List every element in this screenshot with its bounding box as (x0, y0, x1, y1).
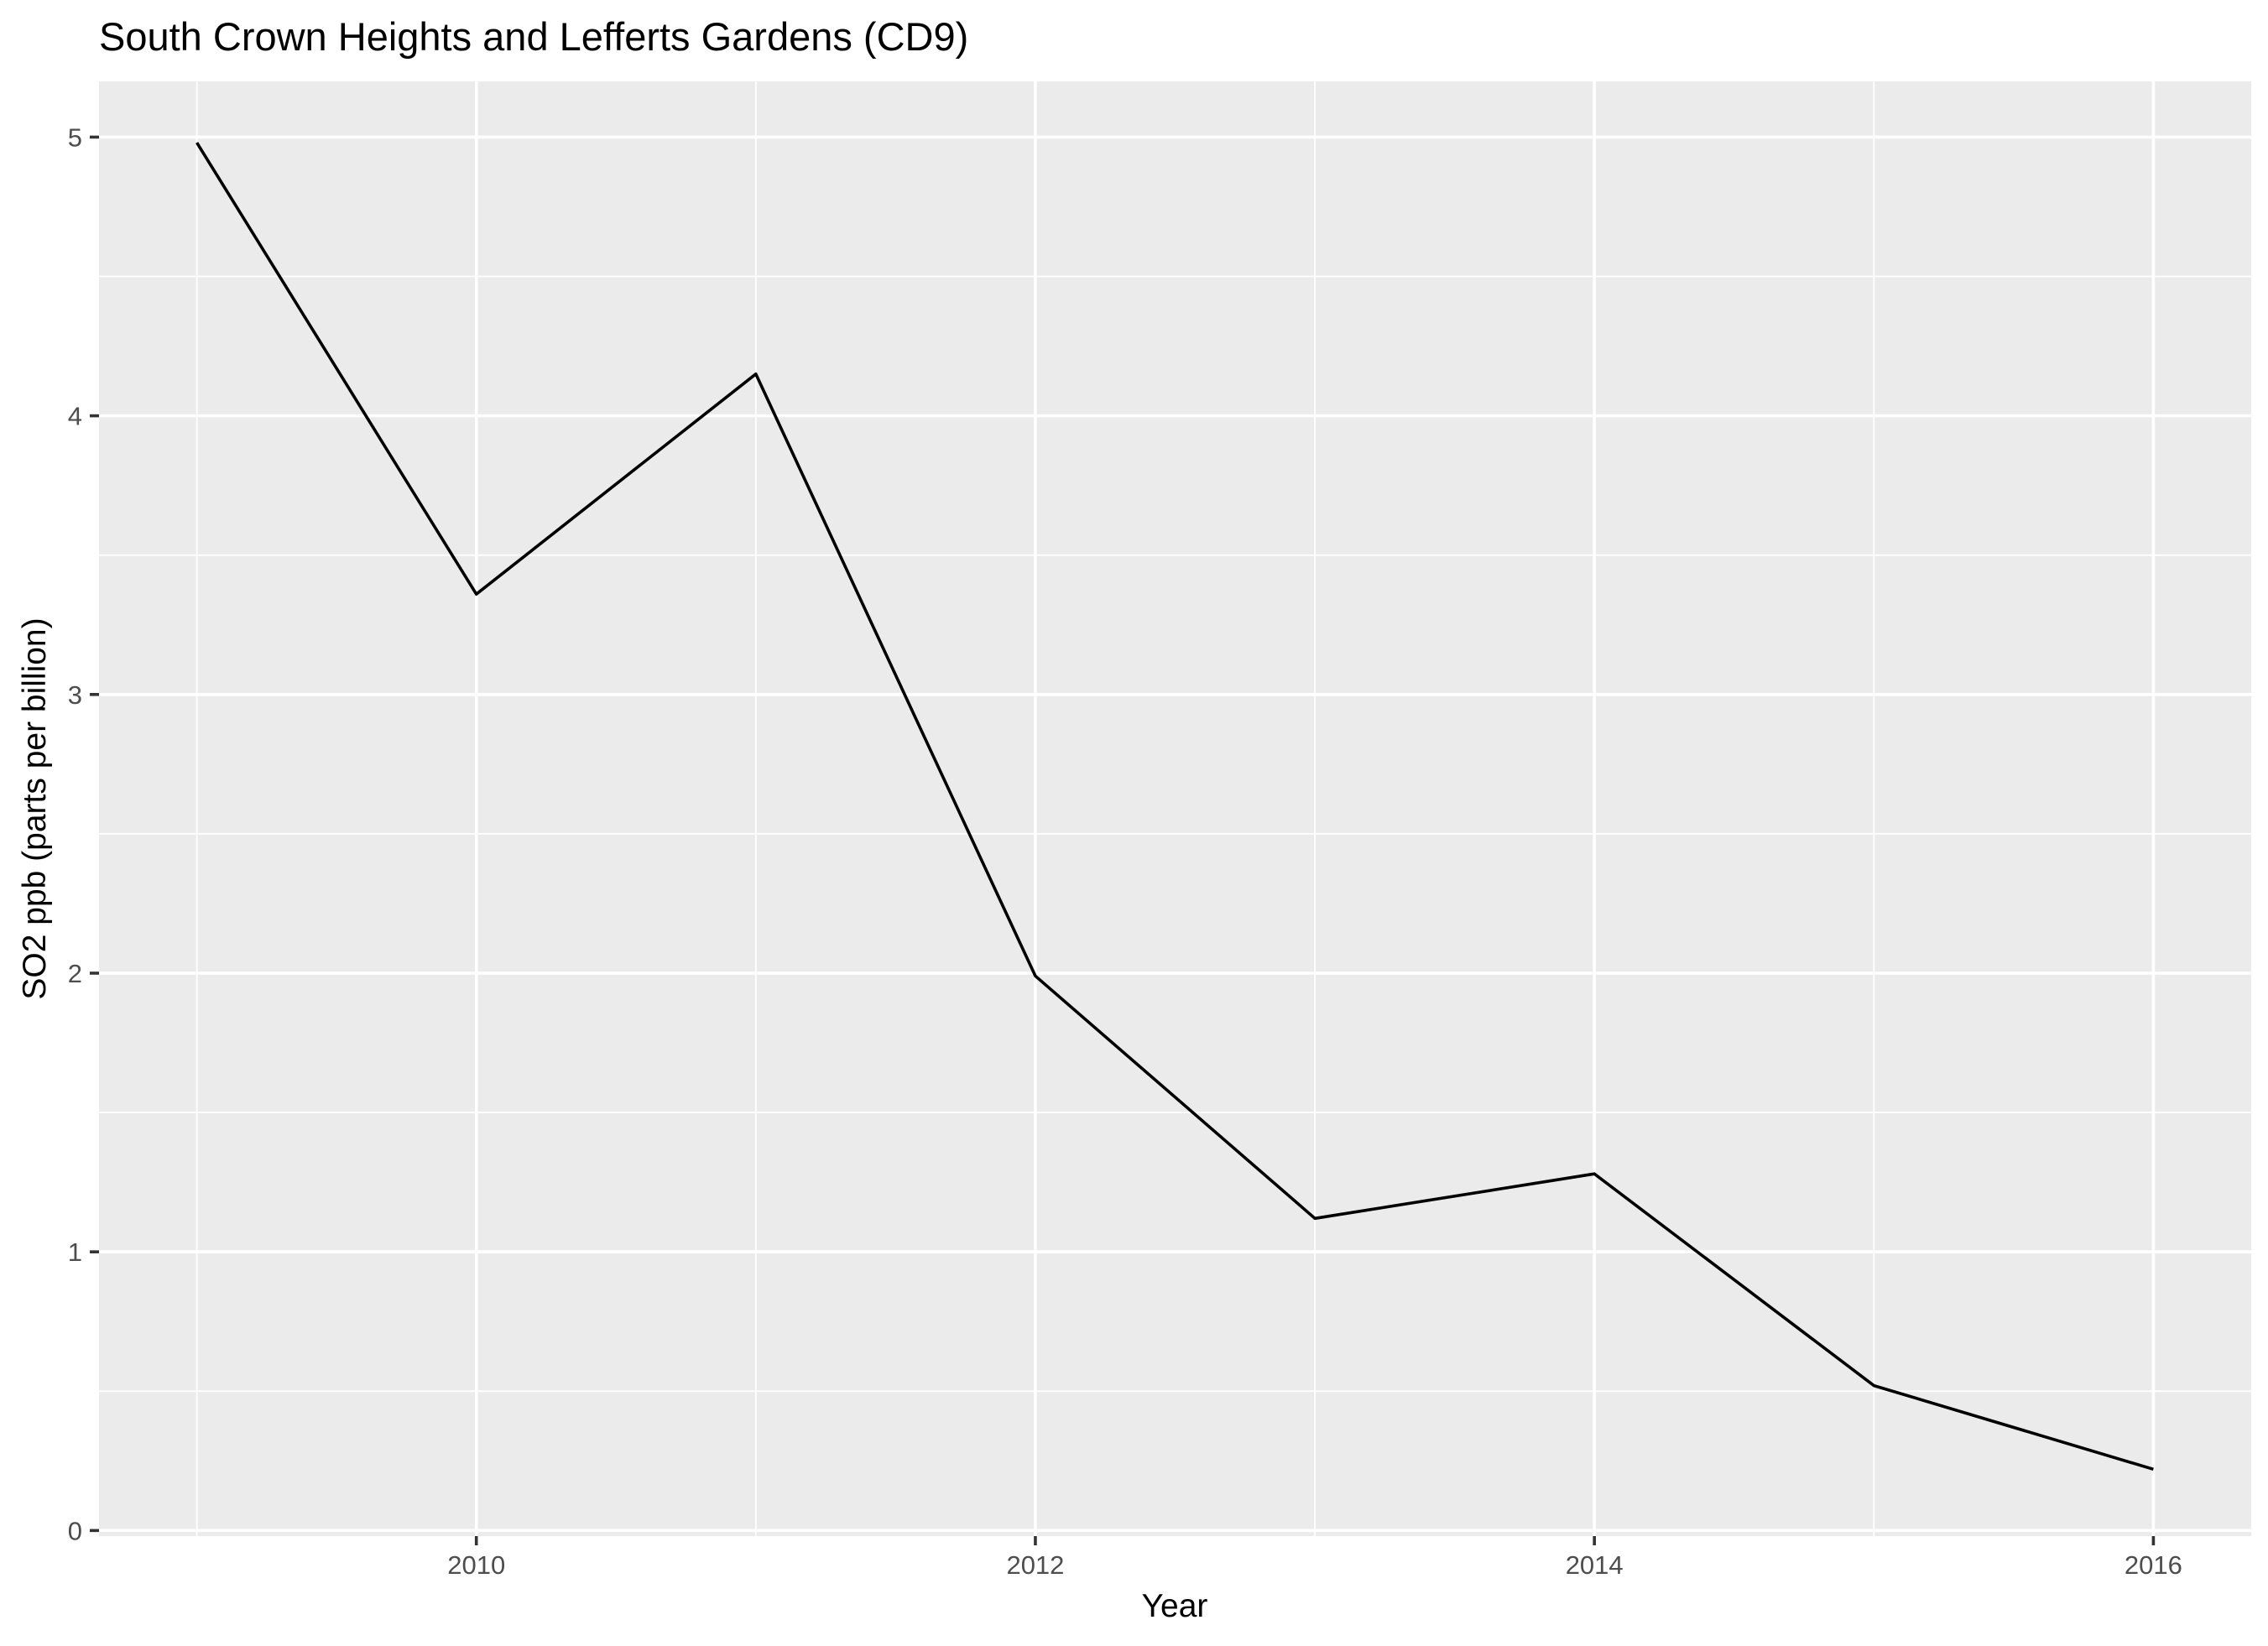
series-line (196, 142, 2154, 1472)
minor-gridlines (99, 81, 2251, 1536)
chart-title: South Crown Heights and Lefferts Gardens… (99, 14, 968, 59)
y-axis: 0 1 2 3 4 5 (68, 122, 99, 1545)
plot-panel (99, 81, 2251, 1536)
x-tick-label: 2014 (1566, 1550, 1624, 1580)
y-tick-label: 2 (68, 959, 82, 988)
y-tick-label: 5 (68, 122, 82, 152)
y-tick-label: 0 (68, 1516, 82, 1545)
x-axis-title: Year (1142, 1588, 1208, 1624)
y-tick-label: 3 (68, 680, 82, 710)
x-tick-label: 2010 (447, 1550, 505, 1580)
y-axis-title: SO2 ppb (parts per billion) (17, 617, 53, 999)
x-tick-label: 2016 (2125, 1550, 2182, 1580)
y-tick-label: 4 (68, 402, 82, 431)
major-gridlines (99, 81, 2251, 1536)
x-tick-label: 2012 (1006, 1550, 1064, 1580)
y-tick-label: 1 (68, 1237, 82, 1267)
series-layer (196, 142, 2154, 1472)
x-axis: 2010 2012 2014 2016 (447, 1536, 2182, 1580)
